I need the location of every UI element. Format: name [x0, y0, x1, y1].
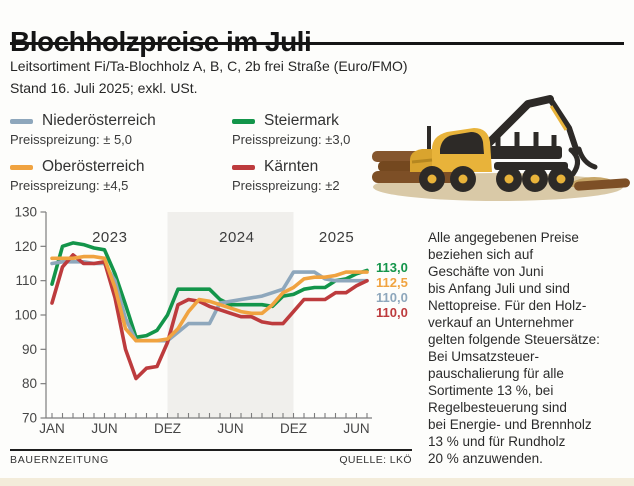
legend-region-label: Kärnten: [264, 158, 319, 175]
oberoesterreich-line-swatch-icon: [10, 164, 33, 170]
svg-text:DEZ: DEZ: [280, 421, 307, 436]
wheels-icon: [419, 166, 574, 192]
svg-text:JUN: JUN: [343, 421, 369, 436]
svg-text:100: 100: [14, 308, 37, 323]
niederoesterreich-line-swatch-icon: [10, 118, 33, 124]
svg-text:70: 70: [22, 411, 37, 426]
svg-text:JAN: JAN: [39, 421, 65, 436]
paper-edge-strip: [0, 478, 634, 486]
svg-text:110,0: 110,0: [376, 305, 408, 320]
svg-text:90: 90: [22, 342, 37, 357]
svg-text:DEZ: DEZ: [154, 421, 181, 436]
subtitle-sortiment: Leitsortiment Fi/Ta-Blochholz A, B, C, 2…: [10, 58, 408, 74]
legend-item-kaernten: Kärnten Preisspreizung: ±2: [232, 158, 440, 195]
legend-spread-label: Preisspreizung: ±2: [232, 178, 340, 193]
svg-text:110,0: 110,0: [376, 290, 408, 305]
legend-region-label: Steiermark: [264, 112, 339, 129]
svg-text:130: 130: [14, 206, 37, 220]
svg-text:2025: 2025: [319, 229, 354, 246]
legend-spread-label: Preisspreizung: ±3,0: [232, 132, 351, 147]
svg-text:JUN: JUN: [91, 421, 117, 436]
svg-text:JUN: JUN: [217, 421, 243, 436]
svg-text:112,5: 112,5: [376, 275, 408, 290]
legend-spread-label: Preisspreizung: ±4,5: [10, 178, 129, 193]
footer-source: QUELLE: LKÖ: [339, 454, 412, 466]
harvester-illustration: [372, 95, 630, 201]
svg-text:120: 120: [14, 239, 37, 254]
subtitle-stand: Stand 16. Juli 2025; exkl. USt.: [10, 80, 198, 96]
svg-text:80: 80: [22, 376, 37, 391]
legend-region-label: Oberösterreich: [42, 158, 145, 175]
footer-brand: BAUERNZEITUNG: [10, 454, 109, 466]
legend-item-steiermark: Steiermark Preisspreizung: ±3,0: [232, 112, 440, 149]
footer-rule: [10, 449, 412, 451]
legend-region-label: Niederösterreich: [42, 112, 156, 129]
tax-note: Alle angegebenen Preise beziehen sich au…: [428, 230, 600, 466]
chart-area: 70 80 90 100 110 120 130 JAN JUN DEZ JUN DEZ JUN 2023…: [0, 205, 424, 446]
chart-legend: Niederösterreich Preisspreizung: ± 5,0 S…: [10, 112, 440, 195]
legend-spread-label: Preisspreizung: ± 5,0: [10, 132, 133, 147]
title-rule: [10, 42, 624, 45]
legend-item-niederoesterreich: Niederösterreich Preisspreizung: ± 5,0: [10, 112, 232, 149]
page-title: Blochholzpreise im Juli: [10, 25, 312, 57]
steiermark-line-swatch-icon: [232, 118, 255, 124]
svg-text:110: 110: [15, 273, 37, 288]
legend-item-oberoesterreich: Oberösterreich Preisspreizung: ±4,5: [10, 158, 232, 195]
price-chart: 70 80 90 100 110 120 130 JAN JUN DEZ JUN DEZ JUN 2023…: [14, 205, 408, 436]
svg-text:113,0: 113,0: [376, 260, 408, 275]
kaernten-line-swatch-icon: [232, 164, 255, 170]
svg-text:2024: 2024: [219, 229, 254, 246]
svg-text:2023: 2023: [92, 229, 127, 246]
